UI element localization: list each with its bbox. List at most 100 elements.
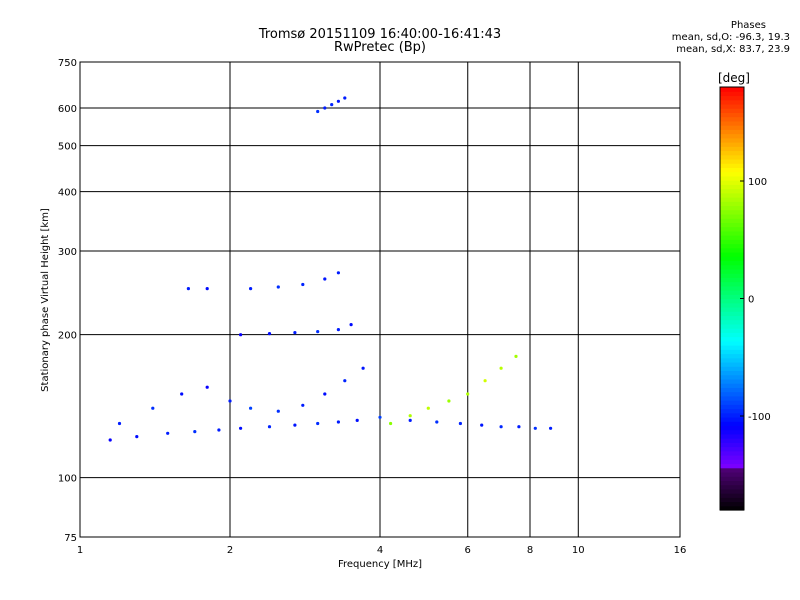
data-point bbox=[336, 271, 340, 275]
data-point bbox=[217, 428, 221, 432]
data-point bbox=[239, 426, 243, 430]
data-point bbox=[447, 399, 451, 403]
data-point bbox=[336, 420, 340, 424]
colorbar-segment bbox=[720, 137, 744, 143]
x-tick-label: 4 bbox=[377, 545, 383, 556]
y-tick-label: 750 bbox=[58, 58, 77, 69]
colorbar-segment bbox=[720, 471, 744, 477]
x-tick-label: 16 bbox=[674, 545, 687, 556]
data-point bbox=[228, 399, 232, 403]
colorbar-segment bbox=[720, 273, 744, 278]
colorbar-segment bbox=[720, 133, 744, 139]
colorbar-segment bbox=[720, 480, 744, 486]
colorbar-segment bbox=[720, 412, 744, 418]
colorbar-segment bbox=[720, 455, 744, 460]
data-point bbox=[316, 421, 320, 426]
colorbar-segment bbox=[720, 251, 744, 257]
colorbar-segment bbox=[720, 425, 744, 431]
colorbar-segment bbox=[720, 125, 744, 130]
data-point bbox=[293, 331, 297, 335]
colorbar-segment bbox=[720, 175, 744, 181]
colorbar-segment bbox=[720, 463, 744, 469]
colorbar-segment bbox=[720, 180, 744, 185]
x-axis-label: Frequency [MHz] bbox=[338, 559, 422, 570]
colorbar-tick-label: -100 bbox=[748, 412, 771, 423]
colorbar-segment bbox=[720, 493, 744, 498]
colorbar-segment bbox=[720, 290, 744, 295]
colorbar-segment bbox=[720, 87, 744, 92]
colorbar-segment bbox=[720, 163, 744, 168]
data-point bbox=[389, 421, 393, 426]
data-point bbox=[249, 406, 253, 410]
colorbar-segment bbox=[720, 150, 744, 156]
y-tick-label: 75 bbox=[64, 533, 77, 544]
colorbar-segment bbox=[720, 129, 744, 135]
colorbar-ticks: 100 0 -100 bbox=[740, 177, 771, 423]
colorbar-segment bbox=[720, 256, 744, 262]
colorbar-segment bbox=[720, 99, 744, 105]
data-point bbox=[276, 409, 280, 413]
colorbar-segment bbox=[720, 277, 744, 283]
x-tick-label: 2 bbox=[227, 545, 233, 556]
colorbar-segment bbox=[720, 306, 744, 312]
colorbar-segment bbox=[720, 235, 744, 240]
colorbar-segment bbox=[720, 171, 744, 177]
colorbar-segment bbox=[720, 328, 744, 333]
colorbar-segment bbox=[720, 408, 744, 414]
colorbar-segment bbox=[720, 192, 744, 198]
data-point bbox=[180, 392, 184, 396]
colorbar-segment bbox=[720, 340, 744, 346]
y-axis-label: Stationary phase Virtual Height [km] bbox=[40, 208, 51, 392]
colorbar-segment bbox=[720, 146, 744, 152]
phase-heading: Phases bbox=[730, 20, 766, 31]
colorbar-segment bbox=[720, 268, 744, 274]
x-tick-label: 6 bbox=[465, 545, 471, 556]
colorbar bbox=[719, 86, 745, 511]
colorbar-segment bbox=[720, 416, 744, 422]
colorbar-segment bbox=[720, 374, 744, 380]
colorbar-segment bbox=[720, 230, 744, 236]
data-point bbox=[323, 106, 327, 110]
phase-line-x: mean, sd,X: 83.7, 23.9 bbox=[676, 44, 790, 55]
colorbar-segment bbox=[720, 429, 744, 435]
colorbar-segment bbox=[720, 260, 744, 266]
data-point bbox=[108, 438, 112, 442]
data-point bbox=[343, 379, 347, 383]
colorbar-segment bbox=[720, 184, 744, 190]
data-point bbox=[166, 431, 170, 435]
data-point bbox=[408, 414, 412, 418]
colorbar-segment bbox=[720, 108, 744, 113]
colorbar-segment bbox=[720, 239, 744, 245]
data-point bbox=[378, 415, 382, 419]
colorbar-segment bbox=[720, 383, 744, 388]
colorbar-segment bbox=[720, 433, 744, 439]
colorbar-segment bbox=[720, 332, 744, 338]
data-point bbox=[499, 366, 503, 370]
data-point bbox=[135, 435, 139, 439]
data-point bbox=[117, 421, 122, 426]
colorbar-segment bbox=[720, 361, 744, 367]
colorbar-segment bbox=[720, 315, 744, 321]
colorbar-segment bbox=[720, 349, 744, 355]
data-point bbox=[193, 430, 197, 434]
colorbar-segment bbox=[720, 91, 744, 97]
y-tick-label: 100 bbox=[58, 474, 77, 485]
chart-subtitle: RwPretec (Bp) bbox=[333, 40, 427, 55]
colorbar-segment bbox=[720, 298, 744, 304]
data-point bbox=[205, 287, 209, 291]
scatter-points bbox=[108, 96, 553, 442]
data-point bbox=[330, 103, 334, 107]
phase-line-o: mean, sd,O: -96.3, 19.3 bbox=[671, 32, 790, 43]
colorbar-segment bbox=[720, 209, 744, 215]
data-point bbox=[301, 282, 305, 287]
colorbar-segment bbox=[720, 404, 744, 410]
colorbar-tick-label: 0 bbox=[748, 295, 754, 306]
colorbar-segment bbox=[720, 154, 744, 160]
data-point bbox=[349, 323, 353, 327]
colorbar-segment bbox=[720, 319, 744, 325]
colorbar-segment bbox=[720, 442, 744, 448]
data-point bbox=[355, 418, 359, 422]
y-tick-label: 200 bbox=[58, 331, 77, 342]
data-point bbox=[316, 330, 320, 334]
